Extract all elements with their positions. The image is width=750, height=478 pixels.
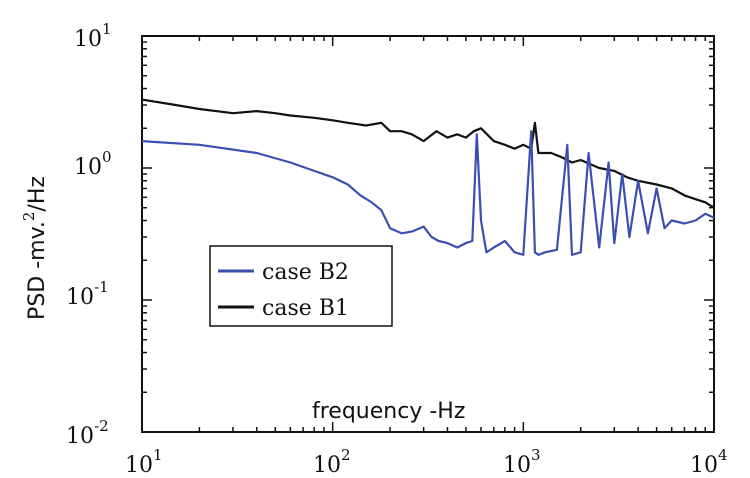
ticks-layer [142, 36, 714, 432]
x-tick-label: 103 [503, 446, 541, 478]
x-tick-label: 102 [313, 446, 351, 478]
y-axis-label: PSD -mv.2/Hz [20, 176, 50, 320]
series-line-case-b2 [141, 130, 715, 256]
series-layer [141, 98, 715, 256]
legend-label-case-b2: case B2 [262, 260, 349, 285]
legend-label-case-b1: case B1 [262, 296, 349, 321]
y-tick-labels: 10-2 10-1 100 101 [66, 20, 112, 449]
x-axis-label: frequency -Hz [312, 399, 465, 424]
plot-frame [141, 35, 715, 433]
series-line-case-b1 [141, 98, 715, 209]
y-tick-label: 10-2 [66, 417, 109, 449]
x-tick-label: 101 [125, 446, 163, 478]
y-tick-label: 101 [74, 20, 112, 52]
x-tick-labels: 101 102 103 104 [125, 446, 728, 478]
legend: case B2 case B1 [209, 245, 393, 327]
x-tick-label: 104 [690, 446, 728, 478]
plot-area [141, 35, 715, 433]
legend-box [209, 245, 393, 327]
y-tick-label: 100 [74, 148, 112, 180]
y-tick-label: 10-1 [66, 278, 109, 310]
